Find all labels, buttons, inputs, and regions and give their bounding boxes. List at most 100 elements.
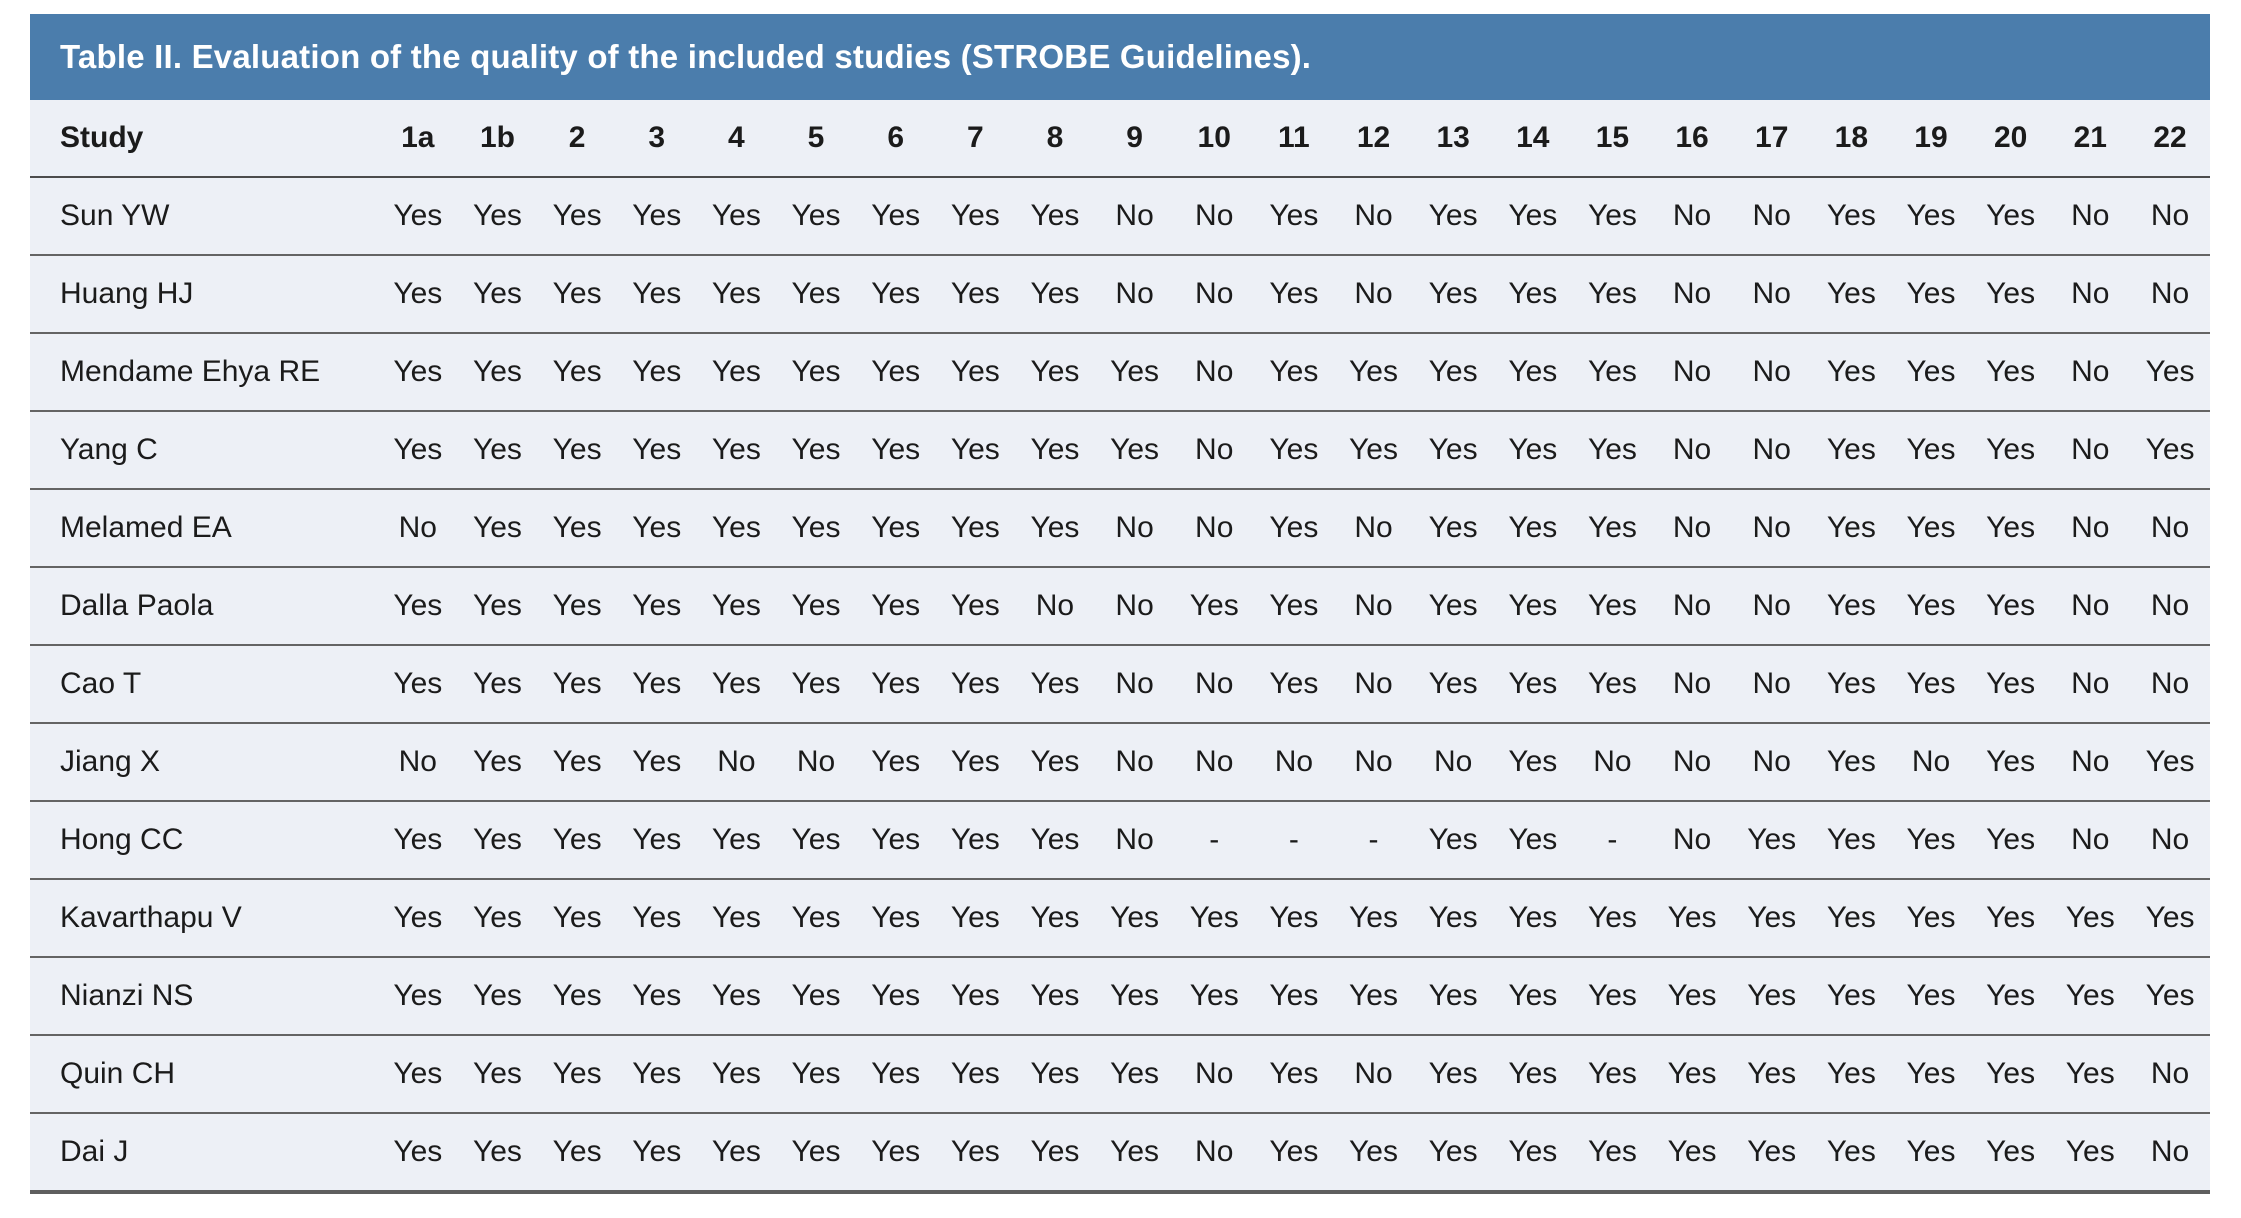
rating-cell: Yes [616, 567, 697, 646]
rating-cell: No [1015, 567, 1095, 646]
rating-cell: Yes [378, 957, 458, 1036]
rating-cell: No [696, 723, 777, 802]
rating-cell: Yes [1413, 411, 1493, 490]
rating-cell: Yes [1906, 1135, 1956, 1168]
rating-cell: No [1652, 489, 1732, 568]
rating-cell: Yes [632, 1135, 682, 1168]
rating-cell: Yes [1970, 879, 2051, 958]
rating-cell: Yes [1492, 411, 1573, 490]
rating-cell: Yes [1254, 879, 1334, 958]
rating-cell: Yes [1492, 879, 1573, 958]
rating-cell: Yes [1891, 801, 1971, 880]
rating-cell: Yes [1731, 879, 1812, 958]
rating-cell: Yes [776, 645, 856, 724]
rating-cell: Yes [935, 567, 1016, 646]
rating-cell: Yes [1811, 1035, 1892, 1114]
rating-cell: Yes [1413, 957, 1493, 1036]
rating-cell: Yes [1333, 411, 1414, 490]
rating-cell: Yes [935, 645, 1016, 724]
rating-cell: No [2050, 645, 2131, 724]
rating-cell: Yes [696, 177, 777, 256]
column-header-8: 8 [1015, 100, 1095, 178]
rating-cell: Yes [1970, 567, 2051, 646]
rating-cell: Yes [1015, 879, 1095, 958]
rating-cell: Yes [1413, 333, 1493, 412]
rating-cell: Yes [1811, 255, 1892, 334]
rating-cell: No [2050, 801, 2131, 880]
rating-cell: Yes [1333, 333, 1414, 412]
rating-cell: Yes [537, 333, 617, 412]
rating-cell: Yes [2130, 957, 2210, 1036]
rating-cell: Yes [1254, 333, 1334, 412]
rating-cell: No [1891, 723, 1971, 802]
column-header-1b: 1b [457, 100, 538, 178]
rating-cell: Yes [776, 957, 856, 1036]
rating-cell: Yes [378, 567, 458, 646]
rating-cell: No [1333, 255, 1414, 334]
rating-cell: Yes [1970, 1035, 2051, 1114]
strobe-table-figure: Table II. Evaluation of the quality of t… [30, 14, 2210, 1194]
rating-cell: Yes [1174, 879, 1255, 958]
rating-cell: Yes [1970, 411, 2051, 490]
table-row: Jiang X No Yes Yes Yes No No Yes Yes Yes No No No No N… [30, 723, 2210, 802]
rating-cell: Yes [1891, 645, 1971, 724]
column-header-10: 10 [1174, 100, 1255, 178]
rating-cell: No [378, 723, 458, 802]
rating-cell: No [2130, 177, 2210, 256]
rating-cell: No [1094, 177, 1175, 256]
rating-cell: Yes [1891, 957, 1971, 1036]
column-header-20: 20 [1970, 100, 2051, 178]
rating-cell: Yes [1891, 255, 1971, 334]
rating-cell: No [1731, 333, 1812, 412]
rating-cell: No [1094, 567, 1175, 646]
rating-cell: No [1652, 723, 1732, 802]
rating-cell: Yes [1413, 801, 1493, 880]
rating-cell: No [776, 723, 856, 802]
rating-cell: Yes [776, 489, 856, 568]
rating-cell: No [1652, 801, 1732, 880]
rating-cell: Yes [1428, 1135, 1478, 1168]
rating-cell: Yes [1254, 957, 1334, 1036]
rating-cell: Yes [537, 567, 617, 646]
rating-cell: Yes [1891, 489, 1971, 568]
rating-cell: Yes [1970, 645, 2051, 724]
column-header-18: 18 [1811, 100, 1892, 178]
rating-cell: Yes [616, 801, 697, 880]
rating-cell: Yes [855, 801, 936, 880]
rating-cell: Yes [378, 645, 458, 724]
rating-cell: Yes [1572, 645, 1653, 724]
column-header-19: 19 [1891, 100, 1971, 178]
rating-cell: Yes [457, 411, 538, 490]
rating-cell: No [1094, 723, 1175, 802]
rating-cell: Yes [537, 411, 617, 490]
rating-cell: No [1731, 255, 1812, 334]
rating-cell: Yes [616, 255, 697, 334]
column-header-13: 13 [1413, 100, 1493, 178]
rating-cell: - [1572, 801, 1653, 880]
rating-cell: Yes [378, 1035, 458, 1114]
column-header-9: 9 [1094, 100, 1175, 178]
rating-cell: No [1333, 567, 1414, 646]
rating-cell: No [1174, 1035, 1255, 1114]
rating-cell: Yes [2130, 411, 2210, 490]
header-row: Study 1a 1b 2 3 4 5 6 7 8 9 10 11 12 13 14 15 16 17 18 19 20 2… [30, 100, 2210, 178]
rating-cell: Yes [1030, 1135, 1080, 1168]
rating-cell: Yes [935, 879, 1016, 958]
rating-cell: Yes [1094, 1035, 1175, 1114]
rating-cell: Yes [1986, 1135, 2036, 1168]
study-name-cell: Quin CH [30, 1035, 378, 1114]
rating-cell: Yes [457, 567, 538, 646]
rating-cell: Yes [696, 801, 777, 880]
rating-cell: Yes [1094, 879, 1175, 958]
rating-cell: Yes [1811, 567, 1892, 646]
rating-cell: Yes [1572, 411, 1653, 490]
rating-cell: Yes [855, 411, 936, 490]
rating-cell: No [1731, 645, 1812, 724]
rating-cell: Yes [616, 1035, 697, 1114]
rating-cell: Yes [2130, 879, 2210, 958]
rating-cell: Yes [2050, 879, 2131, 958]
rating-cell: Yes [1572, 177, 1653, 256]
rating-cell: Yes [935, 957, 1016, 1036]
rating-cell: Yes [696, 489, 777, 568]
